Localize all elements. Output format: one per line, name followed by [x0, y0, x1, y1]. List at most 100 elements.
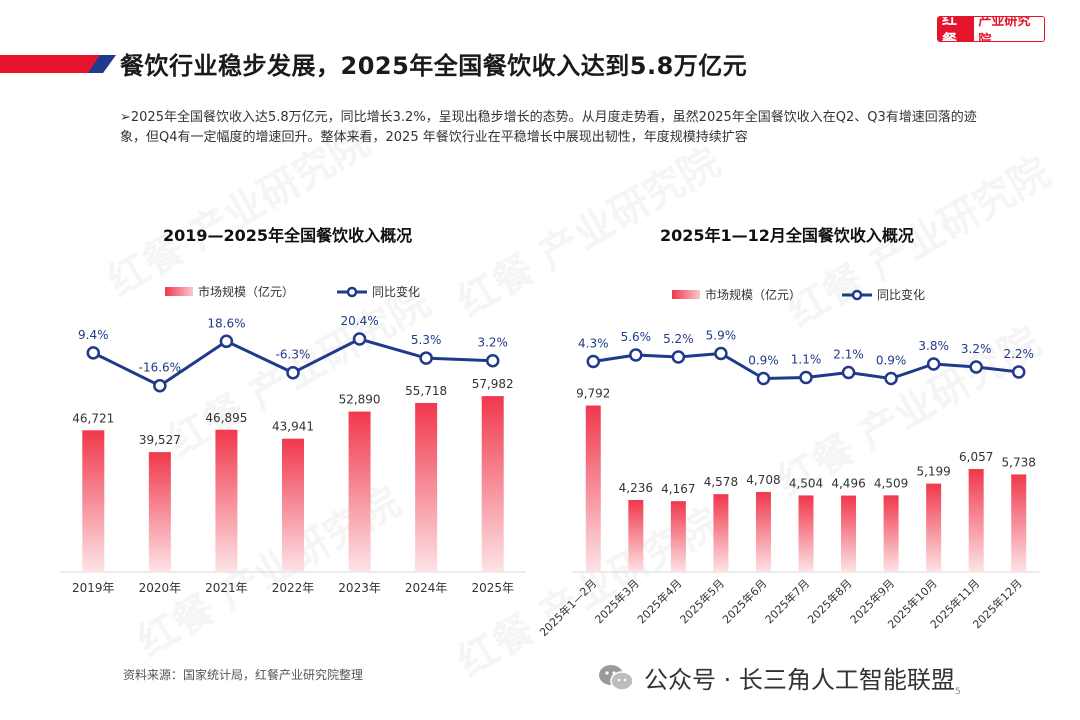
bar [883, 495, 899, 572]
yoy-value-label: 0.9% [876, 354, 907, 368]
yoy-point [629, 348, 643, 362]
bar-value-label: 4,708 [746, 473, 780, 487]
bar [670, 501, 686, 572]
yoy-value-label: -16.6% [139, 361, 181, 375]
wechat-account: 公众号 · 长三角人工智能联盟 [598, 660, 955, 695]
yoy-point [352, 332, 367, 346]
bar-value-label: 4,236 [619, 481, 653, 495]
x-tick-label: 2025年7月 [762, 576, 812, 626]
bar [798, 495, 814, 572]
yoy-point [884, 371, 898, 386]
bar [628, 499, 644, 572]
yoy-value-label: -6.3% [276, 348, 311, 362]
yoy-value-label: 5.6% [621, 330, 652, 344]
legend-line-label: 同比变化 [372, 284, 420, 299]
yoy-value-label: 3.8% [918, 339, 949, 353]
x-tick-label: 2025年6月 [719, 576, 769, 626]
yoy-value-label: 2.1% [833, 348, 864, 362]
yoy-point [219, 334, 234, 349]
bar-value-label: 52,890 [339, 393, 381, 407]
x-tick-label: 2021年 [205, 581, 248, 595]
header-accent-red [0, 55, 100, 73]
brand-logo: 红餐 产业研究院 [937, 16, 1045, 42]
page-number: 5 [955, 687, 961, 697]
x-tick-label: 2025年 [471, 581, 514, 595]
yoy-value-label: 20.4% [341, 314, 379, 328]
page-title: 餐饮行业稳步发展，2025年全国餐饮收入达到5.8万亿元 [120, 52, 748, 80]
bar-value-label: 39,527 [139, 433, 181, 447]
yoy-value-label: 18.6% [207, 316, 245, 330]
yoy-point [419, 351, 433, 365]
x-tick-label: 2025年8月 [804, 576, 854, 626]
bar [215, 429, 238, 572]
bar-value-label: 4,167 [661, 482, 695, 496]
bar [415, 402, 438, 572]
bar-value-label: 46,721 [72, 411, 114, 425]
bar [481, 396, 504, 572]
x-tick-label: 2025年1—2月 [536, 576, 599, 639]
legend-line-marker [851, 289, 863, 301]
yoy-point [969, 360, 983, 374]
x-tick-label: 2025年4月 [634, 576, 684, 626]
bar [1011, 474, 1027, 572]
yoy-value-label: 4.3% [578, 337, 609, 351]
data-source-note: 资料来源：国家统计局，红餐产业研究院整理 [123, 668, 364, 682]
yoy-point [86, 346, 101, 360]
x-tick-label: 2020年 [139, 581, 182, 595]
bar [148, 452, 171, 572]
x-tick-label: 2023年 [338, 581, 381, 595]
yoy-value-label: 2.2% [1003, 347, 1034, 361]
yoy-point [286, 365, 300, 380]
bar [282, 438, 304, 572]
wechat-account-name: 公众号 · 长三角人工智能联盟 [644, 666, 955, 694]
bar [968, 469, 984, 572]
yoy-point [841, 365, 856, 380]
yoy-point [1011, 365, 1026, 379]
bar-value-label: 46,895 [205, 411, 247, 425]
bar-value-label: 6,057 [959, 450, 993, 464]
bar-value-label: 4,496 [831, 477, 865, 491]
yoy-value-label: 5.9% [706, 329, 737, 343]
yoy-value-label: 3.2% [477, 336, 508, 350]
wechat-icon [599, 664, 634, 691]
bar-value-label: 5,738 [1002, 455, 1036, 469]
yoy-point [799, 370, 813, 385]
brand-logo-mark: 红餐 [938, 17, 975, 41]
yoy-value-label: 0.9% [748, 354, 779, 368]
yoy-point [485, 353, 500, 368]
bar [926, 483, 942, 572]
bar-value-label: 57,982 [472, 377, 514, 391]
yoy-value-label: 3.2% [961, 342, 992, 356]
bar [585, 405, 601, 572]
x-tick-label: 2019年 [72, 581, 115, 595]
legend-bar-swatch [165, 287, 193, 296]
x-tick-label: 2024年 [405, 581, 448, 595]
chart-title-monthly: 2025年1—12月全国餐饮收入概况 [660, 226, 914, 245]
bar [348, 411, 371, 572]
yoy-value-label: 9.4% [78, 328, 109, 342]
bar-value-label: 4,578 [704, 475, 738, 489]
legend-line-marker [346, 286, 358, 298]
bar-value-label: 4,504 [789, 476, 823, 490]
bar-value-label: 43,941 [272, 420, 314, 434]
summary-text: ➢2025年全国餐饮收入达5.8万亿元，同比增长3.2%，呈现出稳步增长的态势。… [120, 110, 977, 145]
x-tick-label: 2022年 [272, 581, 315, 595]
legend-bar-swatch [672, 290, 700, 299]
legend-bar-label: 市场规模（亿元） [705, 287, 801, 302]
bar [713, 494, 729, 572]
bar [82, 430, 105, 572]
x-tick-label: 2025年3月 [592, 576, 642, 626]
yoy-value-label: 5.3% [411, 333, 442, 347]
legend-line-label: 同比变化 [877, 287, 925, 302]
yoy-value-label: 1.1% [791, 353, 822, 367]
legend-bar-label: 市场规模（亿元） [198, 284, 294, 299]
yoy-point [714, 346, 728, 361]
bar-value-label: 4,509 [874, 476, 908, 490]
bar-value-label: 55,718 [405, 384, 447, 398]
brand-logo-name: 产业研究院 [974, 17, 1044, 41]
chart-title-annual: 2019—2025年全国餐饮收入概况 [163, 226, 413, 245]
bar-value-label: 5,199 [916, 465, 950, 479]
x-tick-label: 2025年5月 [677, 576, 727, 626]
yoy-point [671, 350, 686, 364]
